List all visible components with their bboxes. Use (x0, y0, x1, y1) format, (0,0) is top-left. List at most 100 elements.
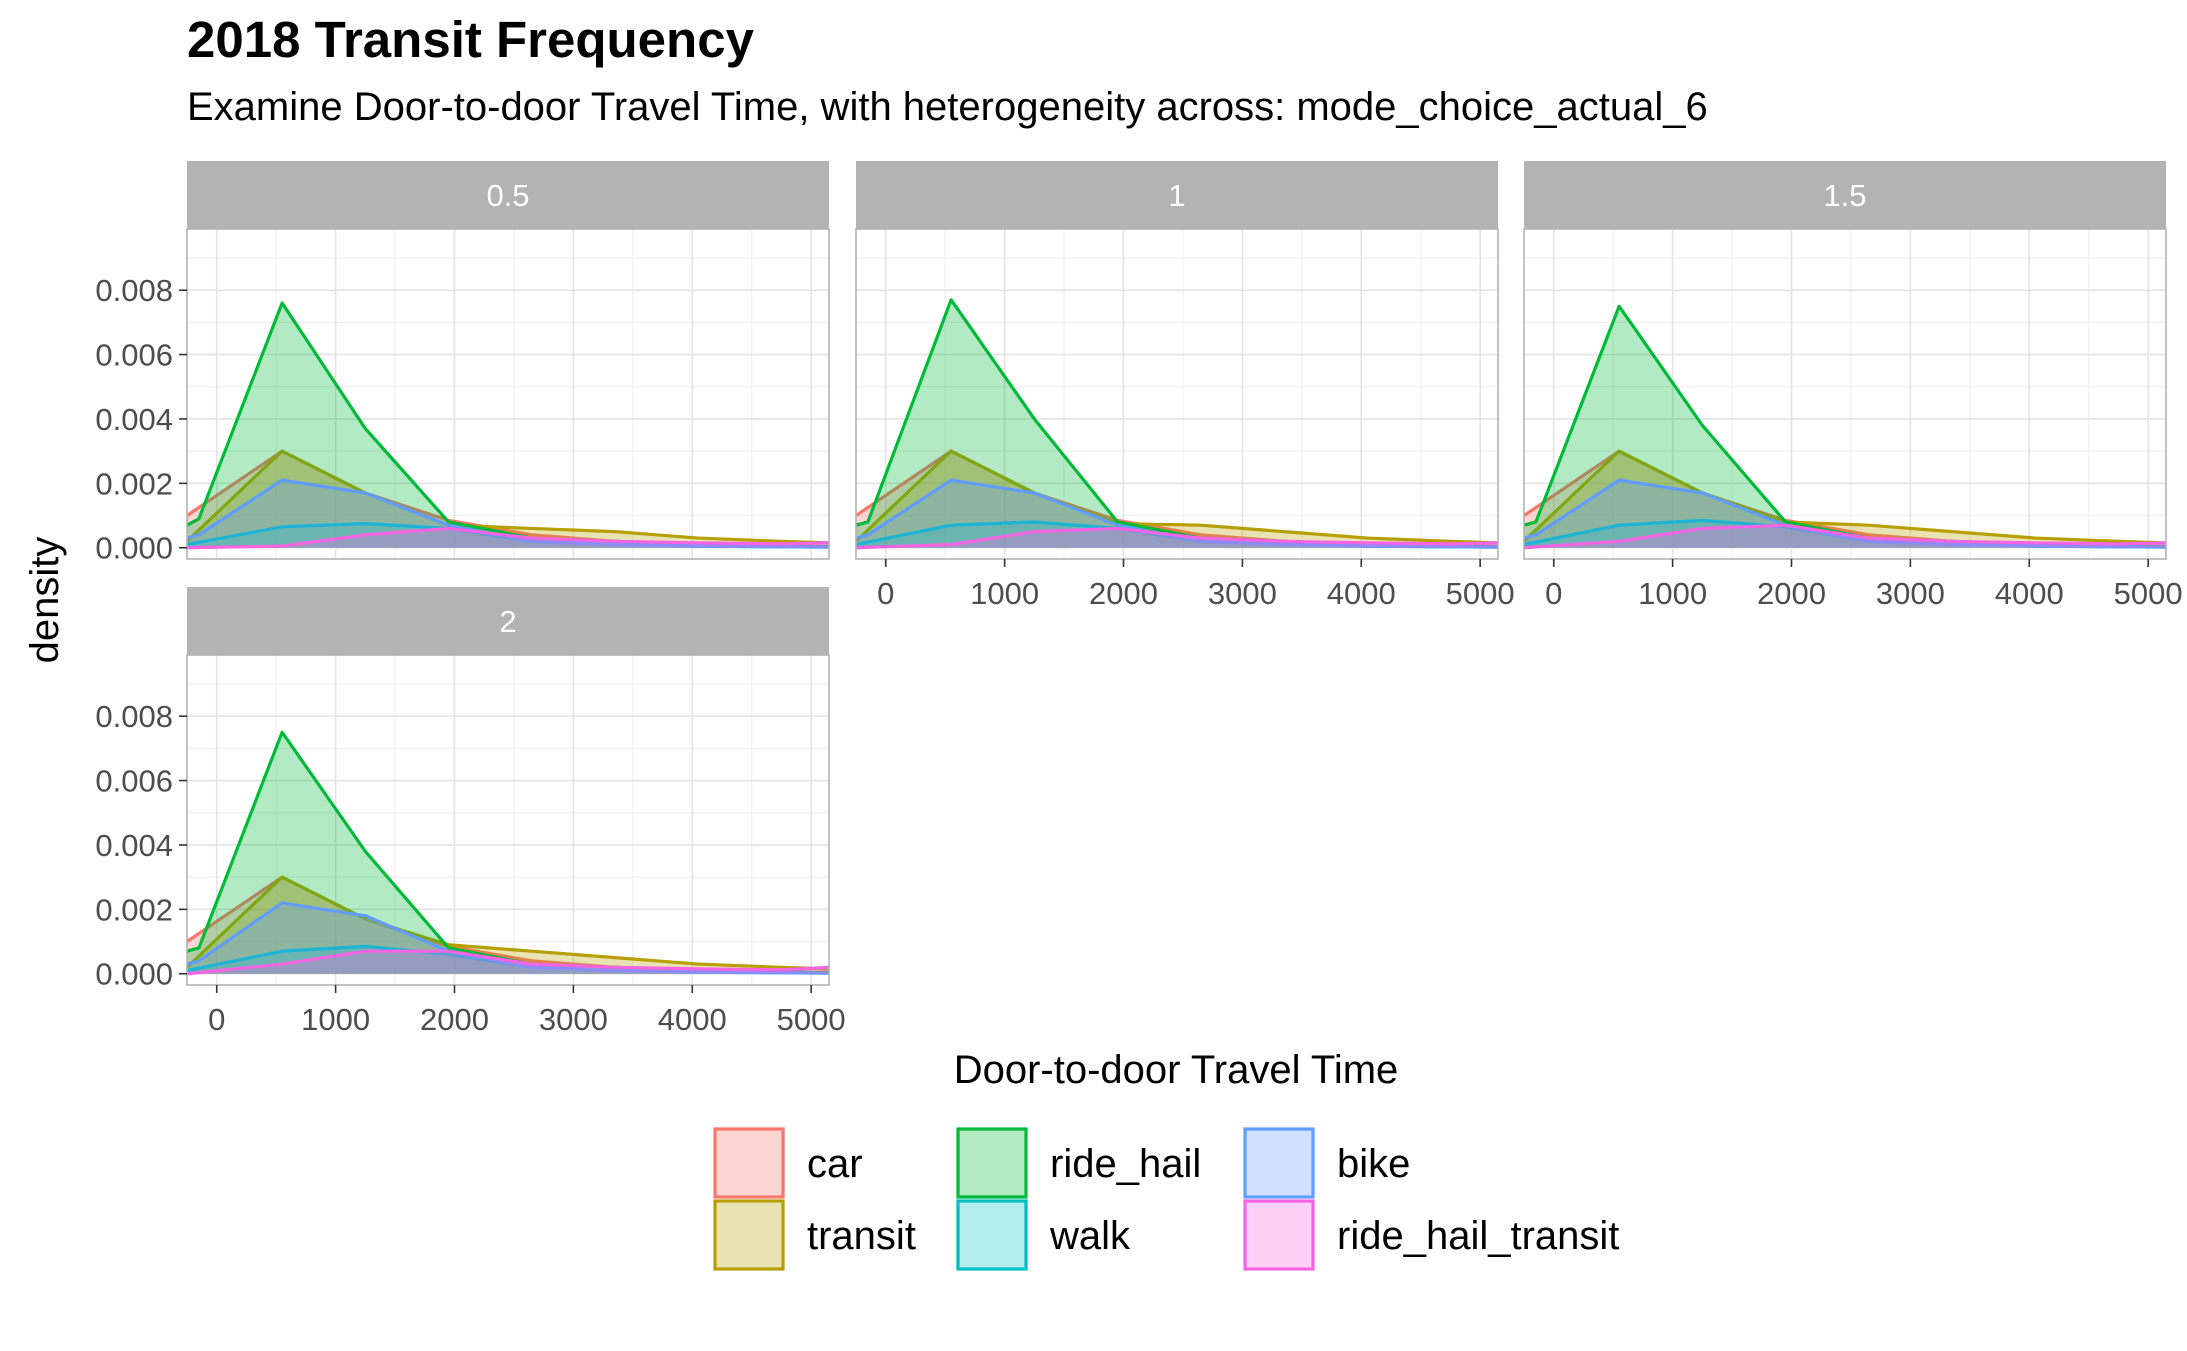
density-area-bike (856, 480, 1498, 548)
facet-panel-1: 1 0 1000 2000 3000 4000 5000 (855, 161, 1515, 611)
density-line-ride_hail_transit (187, 949, 829, 976)
facet-panel-2: 2 0.000 0.002 0.004 0.006 0.008 0 1000 2000 3000 4… (95, 587, 846, 1037)
legend-key-bike (1243, 1127, 1315, 1199)
density-line-transit (856, 449, 1498, 545)
density-line-ride_hail_transit (856, 526, 1498, 550)
legend-item-ride_hail_transit: ride_hail_transit (1243, 1199, 1619, 1271)
x-tick-label: 4000 (1995, 576, 2064, 611)
density-area-car (1524, 451, 2166, 548)
panel-background (187, 655, 829, 985)
x-tick-label: 3000 (1208, 576, 1277, 611)
panel-background (187, 229, 829, 559)
density-area-walk (187, 523, 829, 548)
facet-strip (1524, 161, 2166, 229)
density-line-transit (1524, 449, 2166, 545)
y-tick-label: 0.008 (95, 699, 173, 734)
facet-strip-label: 1.5 (1823, 178, 1866, 213)
panel-border (186, 228, 830, 560)
density-area-car (187, 877, 829, 974)
legend-key-transit (713, 1199, 785, 1271)
facet-strip (856, 161, 1498, 229)
density-area-walk (1524, 520, 2166, 548)
density-series-group (187, 301, 829, 550)
x-tick-label: 5000 (1446, 576, 1515, 611)
x-tick-label: 1000 (301, 1002, 370, 1037)
y-axis-title: density (23, 537, 67, 664)
x-axis-title: Door-to-door Travel Time (954, 1048, 1399, 1092)
y-tick-label: 0.004 (95, 828, 173, 863)
x-tick-label: 4000 (658, 1002, 727, 1037)
legend-key-walk (956, 1199, 1028, 1271)
chart-title: 2018 Transit Frequency (187, 11, 754, 68)
density-area-ride_hail (856, 299, 1498, 548)
y-tick-label: 0.002 (95, 892, 173, 927)
x-tick-label: 4000 (1327, 576, 1396, 611)
legend-item-bike: bike (1243, 1127, 1410, 1199)
legend-label-bike: bike (1337, 1142, 1410, 1186)
density-area-transit (1524, 451, 2166, 548)
facet-strip-label: 0.5 (486, 178, 529, 213)
legend-label-walk: walk (1049, 1214, 1131, 1258)
y-tick-label: 0.006 (95, 338, 173, 373)
legend-item-walk: walk (956, 1199, 1131, 1271)
density-area-ride_hail (1524, 306, 2166, 548)
x-tick-label: 0 (208, 1002, 225, 1037)
chart-subtitle: Examine Door-to-door Travel Time, with h… (187, 85, 1708, 129)
x-tick-label: 5000 (777, 1002, 846, 1037)
legend-label-ride_hail_transit: ride_hail_transit (1337, 1214, 1619, 1258)
density-area-ride_hail_transit (1524, 525, 2166, 548)
legend-item-car: car (713, 1127, 863, 1199)
density-area-ride_hail (187, 303, 829, 548)
x-tick-label: 1000 (1638, 576, 1707, 611)
facet-panels: 0.5 0.000 0.002 0.004 0.006 0.008 1 0 1000 2000 30… (95, 161, 2183, 1037)
y-tick-label: 0.008 (95, 273, 173, 308)
density-line-transit (187, 449, 829, 545)
density-area-ride_hail_transit (187, 951, 829, 974)
y-tick-label: 0.000 (95, 957, 173, 992)
x-tick-label: 1000 (970, 576, 1039, 611)
facet-strip (187, 161, 829, 229)
legend-key-ride_hail_transit (1243, 1199, 1315, 1271)
density-area-bike (187, 480, 829, 548)
density-series-group (1524, 304, 2166, 550)
legend-item-transit: transit (713, 1199, 916, 1271)
panel-background (1524, 229, 2166, 559)
facet-strip-label: 2 (499, 604, 516, 639)
density-line-ride_hail_transit (187, 526, 829, 550)
density-series-group (856, 298, 1498, 550)
density-area-walk (856, 521, 1498, 548)
legend-item-ride_hail: ride_hail (956, 1127, 1201, 1199)
x-tick-label: 3000 (1876, 576, 1945, 611)
y-tick-label: 0.004 (95, 402, 173, 437)
facet-panel-0.5: 0.5 0.000 0.002 0.004 0.006 0.008 (95, 161, 830, 566)
density-series-group (187, 730, 829, 976)
x-tick-label: 2000 (420, 1002, 489, 1037)
facet-strip-label: 1 (1168, 178, 1185, 213)
legend: car ride_hail bike transit walk ride_hail_tra… (713, 1127, 1619, 1271)
density-line-transit (187, 875, 829, 971)
facet-strip (187, 587, 829, 655)
x-tick-label: 5000 (2114, 576, 2183, 611)
x-tick-label: 3000 (539, 1002, 608, 1037)
legend-label-car: car (807, 1142, 863, 1186)
x-tick-label: 0 (1545, 576, 1562, 611)
legend-label-transit: transit (807, 1214, 916, 1258)
legend-key-ride_hail (956, 1127, 1028, 1199)
x-tick-label: 0 (877, 576, 894, 611)
panel-background (856, 229, 1498, 559)
x-tick-label: 2000 (1089, 576, 1158, 611)
facet-panel-1.5: 1.5 0 1000 2000 3000 4000 5000 (1523, 161, 2183, 611)
density-line-ride_hail_transit (1524, 523, 2166, 550)
y-tick-label: 0.006 (95, 764, 173, 799)
density-area-transit (187, 877, 829, 974)
panel-border (1523, 228, 2167, 560)
y-tick-label: 0.000 (95, 531, 173, 566)
y-tick-label: 0.002 (95, 466, 173, 501)
legend-key-car (713, 1127, 785, 1199)
panel-border (186, 654, 830, 986)
x-tick-label: 2000 (1757, 576, 1826, 611)
panel-border (855, 228, 1499, 560)
density-area-bike (187, 902, 829, 974)
legend-label-ride_hail: ride_hail (1050, 1142, 1201, 1186)
